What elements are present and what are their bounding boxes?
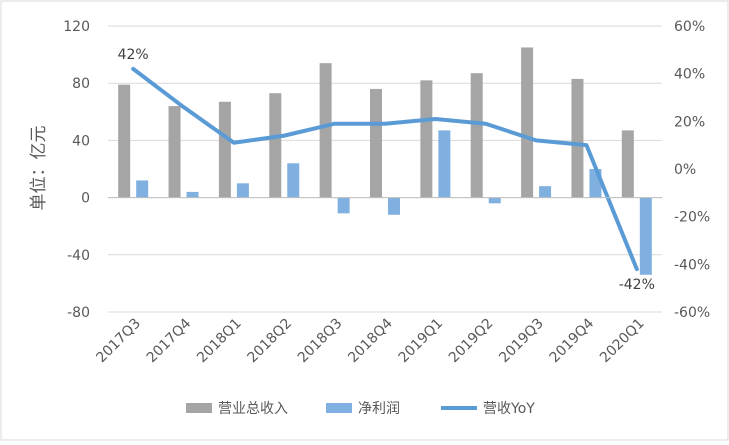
- bar-revenue: [118, 84, 131, 198]
- bar-revenue: [621, 130, 634, 198]
- bars: [118, 47, 652, 275]
- data-label: -42%: [619, 277, 655, 293]
- y-tick-label: -80: [67, 305, 90, 321]
- y2-tick-label: 0%: [674, 162, 696, 178]
- bar-net-profit: [287, 163, 300, 198]
- bar-revenue: [470, 73, 483, 198]
- bar-net-profit: [136, 180, 149, 198]
- line-series: 42% -42%: [118, 47, 655, 293]
- y-tick-label: 120: [63, 19, 90, 35]
- bar-revenue: [218, 101, 231, 198]
- line-yoy: [131, 66, 639, 272]
- bar-net-profit: [337, 197, 350, 214]
- y2-tick-label: 40%: [674, 67, 705, 83]
- bar-revenue: [168, 106, 181, 198]
- bar-revenue: [319, 63, 332, 198]
- bar-net-profit: [438, 130, 451, 198]
- y-axis-label: 单位：亿元: [29, 126, 49, 211]
- y-tick-label: 0: [81, 191, 90, 207]
- bar-revenue: [269, 93, 282, 198]
- bar-net-profit: [186, 191, 199, 198]
- y2-tick-label: -60%: [674, 305, 710, 321]
- bar-revenue: [571, 78, 584, 198]
- bar-net-profit: [236, 183, 249, 198]
- y2-tick-label: -40%: [674, 257, 710, 273]
- bar-revenue: [370, 88, 382, 198]
- data-label: 42%: [118, 47, 149, 63]
- y-tick-label: 80: [72, 76, 90, 92]
- legend-label: 营收YoY: [483, 401, 535, 417]
- bar-net-profit: [488, 197, 501, 204]
- y2-tick-label: -20%: [674, 210, 710, 226]
- legend-label: 营业总收入: [218, 401, 288, 417]
- legend: 营业总收入 净利润 营收YoY: [186, 401, 535, 417]
- y2-tick-label: 60%: [674, 19, 705, 35]
- legend-swatch: [186, 403, 212, 413]
- y-tick-label: -40: [67, 248, 90, 264]
- legend-label: 净利润: [358, 401, 400, 417]
- bar-revenue: [420, 80, 433, 198]
- bar-net-profit: [639, 197, 652, 275]
- bar-net-profit: [539, 186, 552, 198]
- y-tick-label: 40: [72, 133, 90, 149]
- bar-revenue: [521, 47, 534, 198]
- bar-net-profit: [388, 197, 400, 215]
- legend-swatch: [326, 403, 352, 413]
- y2-tick-label: 20%: [674, 114, 705, 130]
